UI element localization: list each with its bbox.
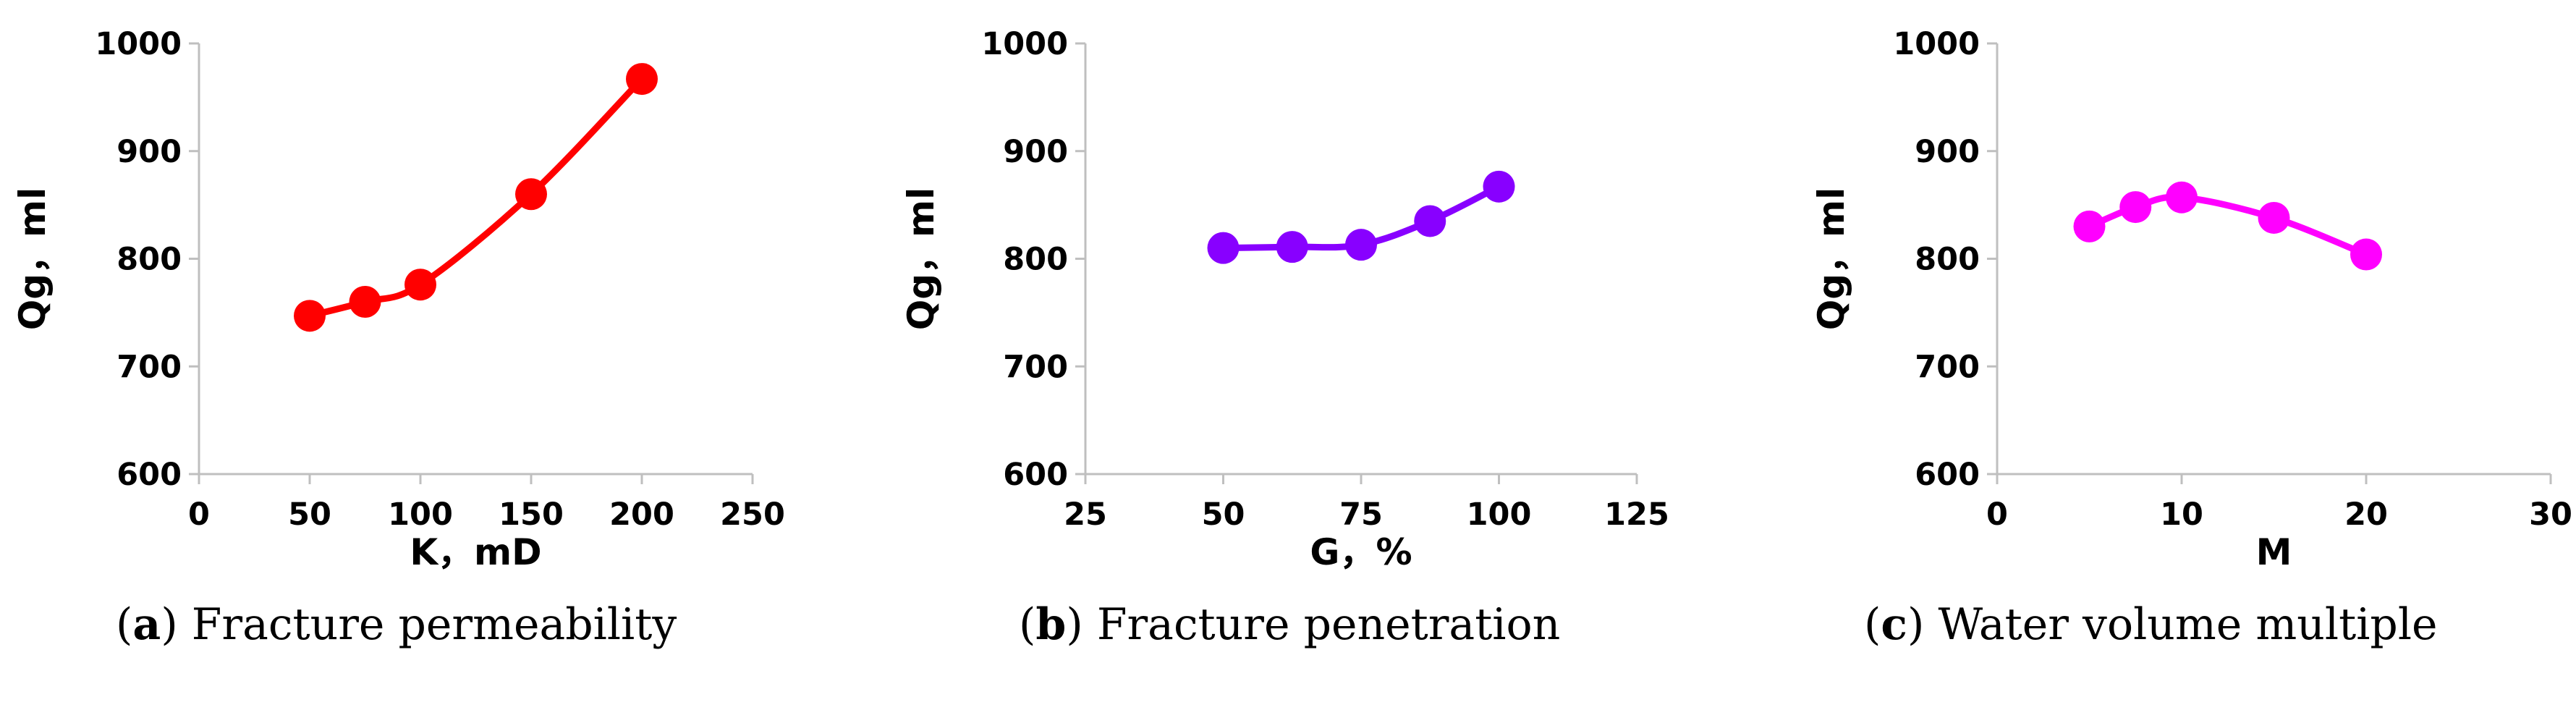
y-tick-label-b: 700 [1003,349,1068,385]
caption-a: (a) Fracture permeability [116,599,677,650]
y-tick-label-c: 1000 [1893,26,1980,62]
caption-c-letter: c [1881,599,1907,650]
x-tick-label-c: 20 [2344,497,2388,533]
data-point-c-3 [2166,181,2198,214]
data-point-c-5 [2350,238,2382,271]
x-tick-label-a: 100 [388,497,453,533]
x-axis-title-b: G，% [1310,531,1412,573]
data-point-b-5 [1483,170,1515,203]
y-tick-label-a: 600 [116,457,182,493]
y-axis-title-b: Qg，ml [900,187,942,331]
x-tick-label-a: 0 [188,497,210,533]
y-tick-label-b: 800 [1003,242,1068,278]
x-axis-title-a: K，mD [410,531,541,573]
data-point-a-1 [294,300,326,332]
y-tick-label-c: 800 [1915,242,1980,278]
y-tick-label-a: 900 [116,134,182,170]
data-point-c-1 [2073,210,2106,242]
y-tick-label-b: 600 [1003,457,1068,493]
data-point-a-4 [515,178,547,211]
x-tick-label-a: 250 [720,497,785,533]
data-point-b-4 [1414,205,1446,237]
x-tick-label-b: 125 [1604,497,1669,533]
y-tick-label-c: 900 [1915,134,1980,170]
data-point-b-3 [1345,229,1377,261]
data-point-b-2 [1276,231,1308,263]
caption-c: (c) Water volume multiple [1864,599,2438,650]
y-tick-label-b: 1000 [981,26,1068,62]
x-tick-label-c: 10 [2160,497,2203,533]
y-tick-label-b: 900 [1003,134,1068,170]
x-axis-title-c: M [2256,531,2292,573]
y-tick-label-a: 1000 [95,26,182,62]
data-point-c-2 [2119,191,2152,224]
data-point-a-2 [349,286,381,318]
caption-b-letter: b [1035,599,1067,650]
data-point-b-1 [1207,232,1240,264]
caption-b: (b) Fracture penetration [1019,599,1561,650]
caption-a-letter: a [132,599,161,650]
y-axis-title-a: Qg，ml [12,187,54,331]
y-tick-label-a: 700 [116,349,182,385]
data-point-c-4 [2258,201,2290,234]
series-line-a [306,75,645,319]
caption-b-text: Fracture penetration [1096,599,1561,650]
x-tick-label-b: 50 [1202,497,1245,533]
y-tick-label-a: 800 [116,242,182,278]
caption-a-text: Fracture permeability [191,599,677,650]
y-axis-title-c: Qg，ml [1810,187,1852,331]
x-tick-label-a: 150 [499,497,564,533]
data-point-a-5 [626,63,658,96]
x-tick-label-b: 25 [1064,497,1107,533]
x-tick-label-a: 200 [609,497,674,533]
y-tick-label-c: 700 [1915,349,1980,385]
x-tick-label-b: 100 [1467,497,1532,533]
data-point-a-3 [404,269,436,301]
y-tick-label-c: 600 [1915,457,1980,493]
x-tick-label-c: 30 [2529,497,2572,533]
caption-c-text: Water volume multiple [1938,599,2438,650]
x-tick-label-c: 0 [1986,497,2008,533]
x-tick-label-b: 75 [1339,497,1383,533]
x-tick-label-a: 50 [288,497,331,533]
